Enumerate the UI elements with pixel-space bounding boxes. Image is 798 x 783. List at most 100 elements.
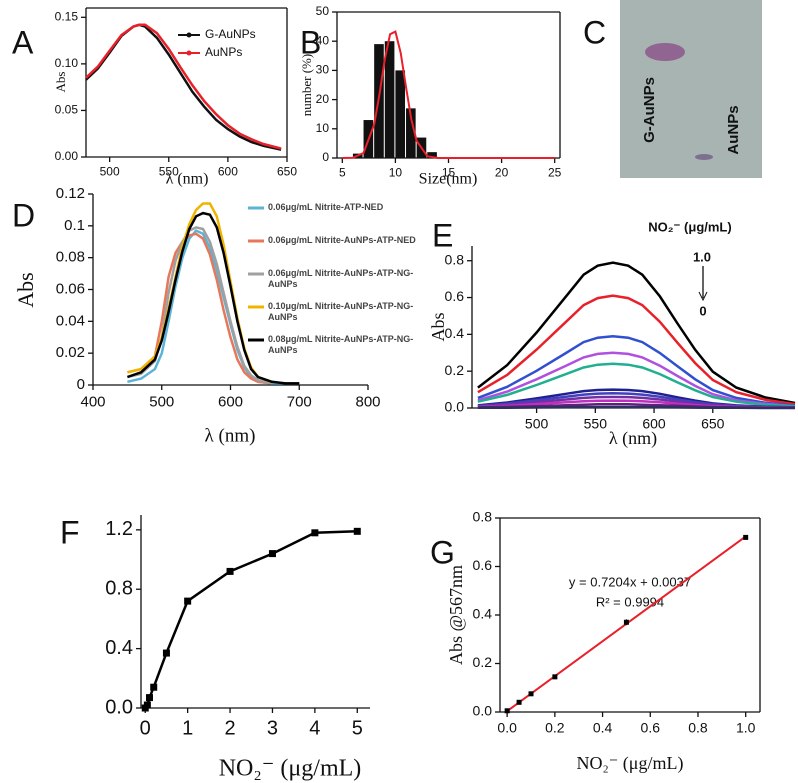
- x-tick-label: 25: [548, 166, 562, 180]
- photo-panel: G-AuNPs AuNPs C: [583, 0, 762, 178]
- annotation: 0: [699, 303, 706, 318]
- legend-label: 0.08μg/mL Nitrite-AuNPs-ATP-NG-AuNPs: [268, 334, 414, 355]
- annotation: NO₂⁻ (μg/mL): [648, 219, 731, 234]
- annotation: y = 0.7204x + 0.0037: [569, 574, 691, 589]
- x-tick-label: 0.0: [497, 720, 517, 736]
- y-tick-label: 0.08: [56, 249, 85, 266]
- marker: [516, 699, 522, 705]
- x-tick-label: 500: [100, 165, 120, 179]
- band: [695, 154, 713, 160]
- x-tick-label: 500: [525, 416, 549, 432]
- legend-marker: [186, 50, 192, 56]
- legend-marker: [186, 32, 192, 38]
- x-axis-label: λ (nm): [609, 428, 657, 449]
- x-tick-label: 650: [701, 416, 725, 432]
- y-tick-label: 0.0: [445, 399, 465, 415]
- marker: [504, 708, 510, 714]
- y-tick-label: 30: [316, 63, 330, 77]
- y-tick-label: 0.0: [473, 703, 493, 719]
- x-tick-label: 600: [218, 393, 243, 410]
- legend-box: 0.06μg/mL Nitrite-AuNPs-ATP-NED: [268, 235, 416, 245]
- panel-letter: E: [432, 217, 453, 253]
- marker: [150, 683, 158, 691]
- marker: [311, 529, 319, 537]
- marker: [743, 534, 749, 540]
- y-tick-label: 0: [77, 376, 85, 393]
- line: [477, 261, 796, 405]
- legend-label: 0.06μg/mL Nitrite-ATP-NED: [268, 202, 384, 212]
- y-tick-label: 0.12: [56, 185, 85, 202]
- x-tick-label: 15: [442, 166, 456, 180]
- panel-letter: D: [12, 197, 35, 233]
- y-tick-label: 0.02: [56, 344, 85, 361]
- x-tick-label: 550: [159, 165, 179, 179]
- x-tick-label: 5: [339, 166, 346, 180]
- x-tick-label: 5: [352, 717, 363, 739]
- line: [127, 226, 273, 385]
- x-axis-label: λ (nm): [205, 425, 256, 446]
- y-tick-label: 0.06: [56, 280, 85, 297]
- y-axis-label: Abs @567nm: [446, 565, 466, 665]
- line: [144, 530, 358, 709]
- y-tick-label: 0.8: [473, 509, 493, 525]
- x-axis-label: NO₂⁻ (μg/mL): [577, 753, 684, 774]
- y-tick-label: 0.6: [473, 557, 493, 573]
- y-tick-label: 0.8: [445, 251, 465, 267]
- line: [477, 362, 796, 408]
- y-tick-label: 0.0: [105, 696, 133, 718]
- lane-label: AuNPs: [725, 105, 742, 154]
- y-tick-label: 0.15: [55, 9, 79, 23]
- panel-letter: F: [60, 514, 80, 550]
- y-tick-label: 0.00: [55, 149, 79, 163]
- x-tick-label: 0.2: [545, 720, 565, 736]
- bar: [395, 70, 406, 158]
- x-tick-label: 1.0: [736, 720, 756, 736]
- annotation: R² = 0.9994: [596, 594, 664, 609]
- bar: [406, 108, 416, 158]
- x-axis-label: Size(nm): [419, 171, 478, 188]
- line: [127, 232, 272, 385]
- legend-box: 0.06μg/mL Nitrite-ATP-NED: [268, 202, 384, 212]
- y-tick-label: 10: [316, 121, 330, 135]
- y-tick-label: 0: [322, 150, 329, 164]
- y-tick-label: 20: [316, 92, 330, 106]
- x-axis-label: NO₂⁻ (μg/mL): [219, 756, 362, 782]
- legend-label: 0.06μg/mL Nitrite-AuNPs-ATP-NG-AuNPs: [268, 268, 414, 289]
- x-tick-label: 3: [267, 717, 278, 739]
- line: [342, 30, 555, 159]
- y-tick-label: 0.05: [55, 103, 79, 117]
- y-tick-label: 0.6: [445, 288, 465, 304]
- legend-label: 0.10μg/mL Nitrite-AuNPs-ATP-NG-AuNPs: [268, 301, 414, 322]
- legend-label: G-AuNPs: [205, 27, 256, 41]
- x-tick-label: 0: [140, 717, 151, 739]
- x-tick-label: 550: [584, 416, 608, 432]
- x-tick-label: 400: [80, 393, 105, 410]
- x-tick-label: 600: [218, 165, 238, 179]
- marker: [528, 691, 534, 697]
- y-axis-label: Abs: [428, 312, 448, 341]
- legend-box: 0.08μg/mL Nitrite-AuNPs-ATP-NG-AuNPs: [268, 334, 414, 355]
- legend-label: AuNPs: [205, 45, 242, 59]
- line: [85, 23, 282, 150]
- legend-box: 0.10μg/mL Nitrite-AuNPs-ATP-NG-AuNPs: [268, 301, 414, 322]
- band: [645, 43, 685, 61]
- marker: [162, 649, 170, 657]
- y-tick-label: 0.1: [64, 217, 85, 234]
- y-tick-label: 0.2: [445, 362, 465, 378]
- x-tick-label: 800: [355, 393, 380, 410]
- x-tick-label: 500: [149, 393, 174, 410]
- line: [126, 211, 300, 385]
- y-tick-label: 0.10: [55, 56, 79, 70]
- photo: [620, 0, 762, 178]
- y-axis-label: number (%): [299, 54, 314, 116]
- arrow-head: [698, 291, 708, 302]
- bar: [427, 152, 437, 158]
- y-tick-label: 40: [316, 33, 330, 47]
- panel-letter: B: [300, 24, 321, 60]
- x-tick-label: 10: [389, 166, 403, 180]
- y-axis-label: Abs: [13, 272, 38, 307]
- x-tick-label: 0.6: [641, 720, 661, 736]
- marker: [623, 619, 629, 625]
- x-tick-label: 0.8: [688, 720, 708, 736]
- legend-box: 0.06μg/mL Nitrite-AuNPs-ATP-NG-AuNPs: [268, 268, 414, 289]
